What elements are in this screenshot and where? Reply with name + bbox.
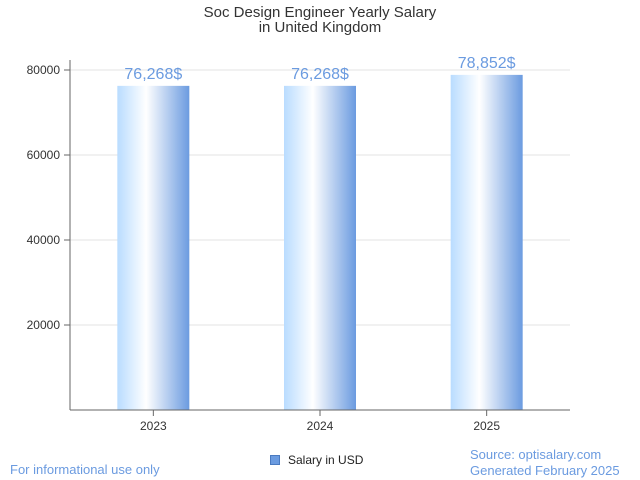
generated-text: Generated February 2025 — [470, 463, 620, 478]
legend: Salary in USD — [266, 450, 368, 470]
x-tick-label: 2023 — [140, 419, 167, 433]
x-tick-label: 2025 — [473, 419, 500, 433]
chart-title-line1: Soc Design Engineer Yearly Salary — [203, 4, 437, 21]
disclaimer-text: For informational use only — [10, 462, 160, 477]
source-text: Source: optisalary.com — [470, 447, 602, 462]
value-label: 76,268$ — [291, 66, 349, 83]
x-tick-label: 2024 — [307, 419, 334, 433]
source-info: Source: optisalary.com Generated Februar… — [470, 447, 620, 479]
y-tick-label: 80000 — [27, 63, 61, 77]
y-tick-label: 20000 — [27, 318, 61, 332]
legend-label: Salary in USD — [288, 453, 364, 467]
bar-chart: 76,268$ 76,268$ 78,852$ 20000 40000 60000 800… — [27, 55, 570, 433]
y-tick-label: 40000 — [27, 233, 61, 247]
legend-swatch — [270, 455, 280, 465]
bar-2024 — [284, 85, 356, 411]
value-label: 76,268$ — [124, 66, 182, 83]
bar-2023 — [117, 85, 190, 411]
chart-title-line2: in United Kingdom — [258, 19, 382, 36]
bar-2025 — [450, 74, 523, 410]
y-tick-label: 60000 — [27, 148, 61, 162]
value-label: 78,852$ — [458, 55, 516, 72]
